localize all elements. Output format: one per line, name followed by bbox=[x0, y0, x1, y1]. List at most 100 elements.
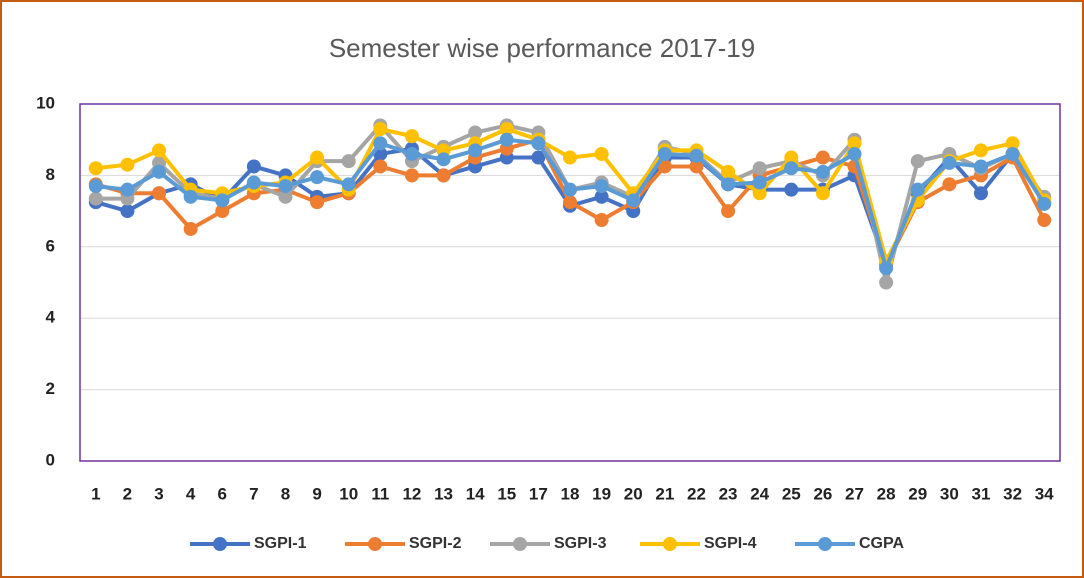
x-tick-label: 17 bbox=[529, 484, 548, 503]
data-point bbox=[847, 146, 862, 161]
x-tick-label: 19 bbox=[592, 484, 611, 503]
x-tick-label: 31 bbox=[972, 484, 991, 503]
legend-marker bbox=[818, 537, 832, 551]
data-point bbox=[373, 159, 388, 174]
x-tick-label: 1 bbox=[91, 484, 100, 503]
x-tick-label: 9 bbox=[312, 484, 321, 503]
data-point bbox=[88, 179, 103, 194]
data-point bbox=[626, 193, 641, 208]
y-tick-label: 2 bbox=[46, 379, 55, 398]
data-point bbox=[563, 182, 577, 197]
data-point bbox=[246, 159, 261, 174]
data-point bbox=[594, 213, 609, 228]
x-tick-label: 23 bbox=[719, 484, 738, 503]
legend-marker bbox=[663, 537, 677, 551]
x-tick-label: 26 bbox=[813, 484, 832, 503]
data-point bbox=[531, 150, 546, 165]
x-tick-label: 25 bbox=[782, 484, 801, 503]
x-tick-label: 18 bbox=[561, 484, 580, 503]
data-point bbox=[721, 177, 736, 192]
chart-title: Semester wise performance 2017-19 bbox=[329, 33, 755, 63]
data-point bbox=[721, 204, 736, 219]
data-point bbox=[657, 146, 672, 161]
x-tick-label: 15 bbox=[497, 484, 516, 503]
data-point bbox=[436, 168, 451, 183]
data-point bbox=[468, 125, 483, 140]
data-point bbox=[815, 164, 830, 179]
data-point bbox=[1005, 136, 1020, 151]
data-point bbox=[120, 204, 135, 219]
data-point bbox=[310, 150, 325, 165]
data-point bbox=[183, 189, 198, 204]
plot-border bbox=[79, 103, 1061, 462]
x-tick-label: 7 bbox=[249, 484, 258, 503]
data-point bbox=[847, 136, 862, 151]
data-point bbox=[152, 186, 167, 201]
x-tick-label: 30 bbox=[940, 484, 959, 503]
data-point bbox=[468, 143, 483, 158]
data-point bbox=[752, 161, 767, 176]
x-tick-label: 27 bbox=[845, 484, 864, 503]
x-tick-label: 24 bbox=[750, 484, 769, 503]
data-point bbox=[721, 164, 736, 179]
data-point bbox=[973, 186, 988, 201]
data-point bbox=[784, 182, 799, 197]
x-tick-label: 6 bbox=[218, 484, 227, 503]
data-point bbox=[1037, 196, 1052, 211]
x-tick-label: 22 bbox=[687, 484, 706, 503]
data-point bbox=[436, 152, 451, 167]
x-tick-label: 8 bbox=[281, 484, 290, 503]
data-point bbox=[784, 150, 799, 165]
data-point bbox=[752, 186, 767, 201]
y-tick-label: 10 bbox=[36, 93, 55, 112]
y-tick-label: 6 bbox=[46, 236, 55, 255]
legend-label: SGPI-4 bbox=[704, 535, 757, 552]
data-point bbox=[563, 195, 577, 210]
x-tick-label: 34 bbox=[1035, 484, 1054, 503]
data-point bbox=[879, 261, 894, 276]
data-point bbox=[1005, 146, 1020, 161]
data-point bbox=[88, 191, 103, 206]
data-point bbox=[689, 159, 704, 174]
data-point bbox=[310, 195, 325, 210]
x-tick-label: 13 bbox=[434, 484, 453, 503]
y-tick-label: 8 bbox=[46, 165, 55, 184]
x-tick-label: 20 bbox=[624, 484, 643, 503]
data-point bbox=[373, 136, 388, 151]
data-point bbox=[404, 168, 419, 183]
data-point bbox=[879, 275, 894, 290]
data-point bbox=[278, 179, 293, 194]
x-tick-label: 14 bbox=[466, 484, 485, 503]
data-point bbox=[341, 154, 356, 169]
legend-label: SGPI-3 bbox=[554, 535, 607, 552]
data-point bbox=[594, 179, 609, 194]
legend-label: SGPI-1 bbox=[254, 535, 307, 552]
x-tick-label: 3 bbox=[154, 484, 163, 503]
data-point bbox=[1037, 213, 1052, 228]
data-point bbox=[815, 150, 830, 165]
data-point bbox=[152, 143, 167, 158]
data-point bbox=[373, 121, 388, 136]
data-point bbox=[310, 170, 325, 185]
data-point bbox=[689, 148, 704, 163]
data-point bbox=[594, 189, 609, 204]
data-point bbox=[120, 182, 135, 197]
x-tick-label: 29 bbox=[908, 484, 927, 503]
x-tick-label: 4 bbox=[186, 484, 196, 503]
data-point bbox=[183, 221, 198, 236]
data-point bbox=[88, 161, 103, 176]
data-point bbox=[942, 177, 957, 192]
legend-marker bbox=[368, 537, 382, 551]
data-point bbox=[404, 129, 419, 144]
data-point bbox=[215, 204, 230, 219]
data-point bbox=[246, 175, 261, 190]
y-tick-label: 4 bbox=[46, 308, 56, 327]
data-point bbox=[594, 146, 609, 161]
data-point bbox=[973, 159, 988, 174]
data-point bbox=[752, 175, 767, 190]
x-tick-label: 21 bbox=[655, 484, 674, 503]
data-point bbox=[657, 159, 672, 174]
data-point bbox=[910, 182, 925, 197]
